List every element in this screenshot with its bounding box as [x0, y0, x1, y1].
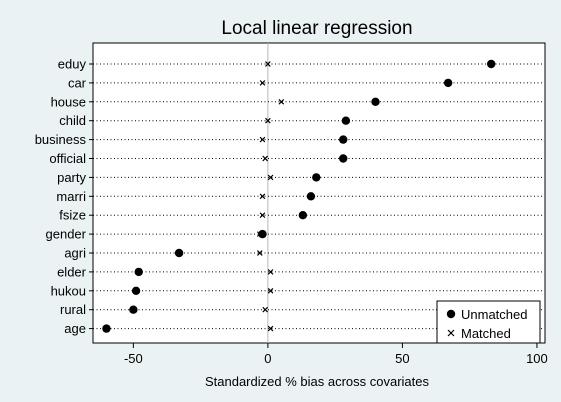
legend-box — [436, 300, 541, 344]
category-label: eduy — [58, 57, 87, 72]
x-tick-label: 50 — [395, 351, 409, 366]
matched-point — [265, 117, 271, 124]
unmatched-point — [134, 267, 143, 277]
matched-point — [256, 231, 263, 237]
plot-area — [92, 42, 546, 344]
matched-point — [267, 269, 274, 275]
category-label: elder — [57, 264, 87, 279]
matched-point — [259, 193, 266, 200]
matched-point — [278, 98, 285, 105]
category-label: marri — [56, 189, 86, 204]
category-label: business — [35, 132, 87, 147]
unmatched-point — [371, 97, 380, 107]
x-tick-label: 0 — [264, 351, 271, 366]
unmatched-point — [131, 286, 141, 295]
matched-point — [259, 80, 266, 86]
grid-layer — [93, 43, 545, 343]
unmatched-point — [341, 116, 351, 125]
axis-layer: eduy car house child business official party ma… — [35, 57, 548, 367]
matched-point — [259, 136, 266, 143]
x-tick-label: 100 — [526, 351, 548, 366]
matched-point — [262, 155, 269, 162]
marks-layer — [102, 59, 496, 333]
legend-unmatched-marker — [446, 309, 456, 319]
matched-point — [265, 61, 271, 67]
x-tick-label: -50 — [124, 351, 143, 366]
unmatched-point — [258, 229, 267, 239]
category-label: house — [51, 94, 86, 109]
category-label: child — [59, 113, 86, 128]
x-axis-title: Standardized % bias across covariates — [205, 374, 430, 389]
unmatched-point — [306, 192, 316, 201]
matched-point — [262, 306, 269, 313]
matched-point — [267, 287, 274, 294]
category-label: age — [64, 321, 86, 336]
category-label: hukou — [51, 283, 86, 298]
category-label: car — [68, 75, 87, 90]
legend-unmatched-label: Unmatched — [461, 307, 527, 322]
matched-point — [267, 174, 274, 181]
chart-title: Local linear regression — [221, 18, 412, 39]
unmatched-point — [339, 135, 348, 144]
category-label: fsize — [59, 208, 86, 223]
unmatched-point — [129, 305, 138, 314]
category-label: party — [57, 170, 86, 185]
legend-matched-marker — [447, 329, 455, 337]
unmatched-point — [443, 78, 453, 88]
category-label: agri — [64, 246, 86, 261]
unmatched-point — [174, 248, 184, 258]
unmatched-point — [102, 324, 111, 333]
category-label: rural — [60, 302, 86, 317]
category-label: gender — [46, 227, 87, 242]
matched-point — [256, 250, 263, 256]
legend-matched-label: Matched — [461, 326, 511, 341]
unmatched-point — [486, 59, 496, 69]
matched-point — [267, 325, 274, 332]
unmatched-point — [339, 154, 348, 163]
legend: Unmatched Matched — [436, 300, 541, 344]
category-label: official — [49, 151, 86, 166]
unmatched-point — [312, 173, 321, 182]
matched-point — [259, 212, 266, 219]
unmatched-point — [298, 211, 308, 220]
